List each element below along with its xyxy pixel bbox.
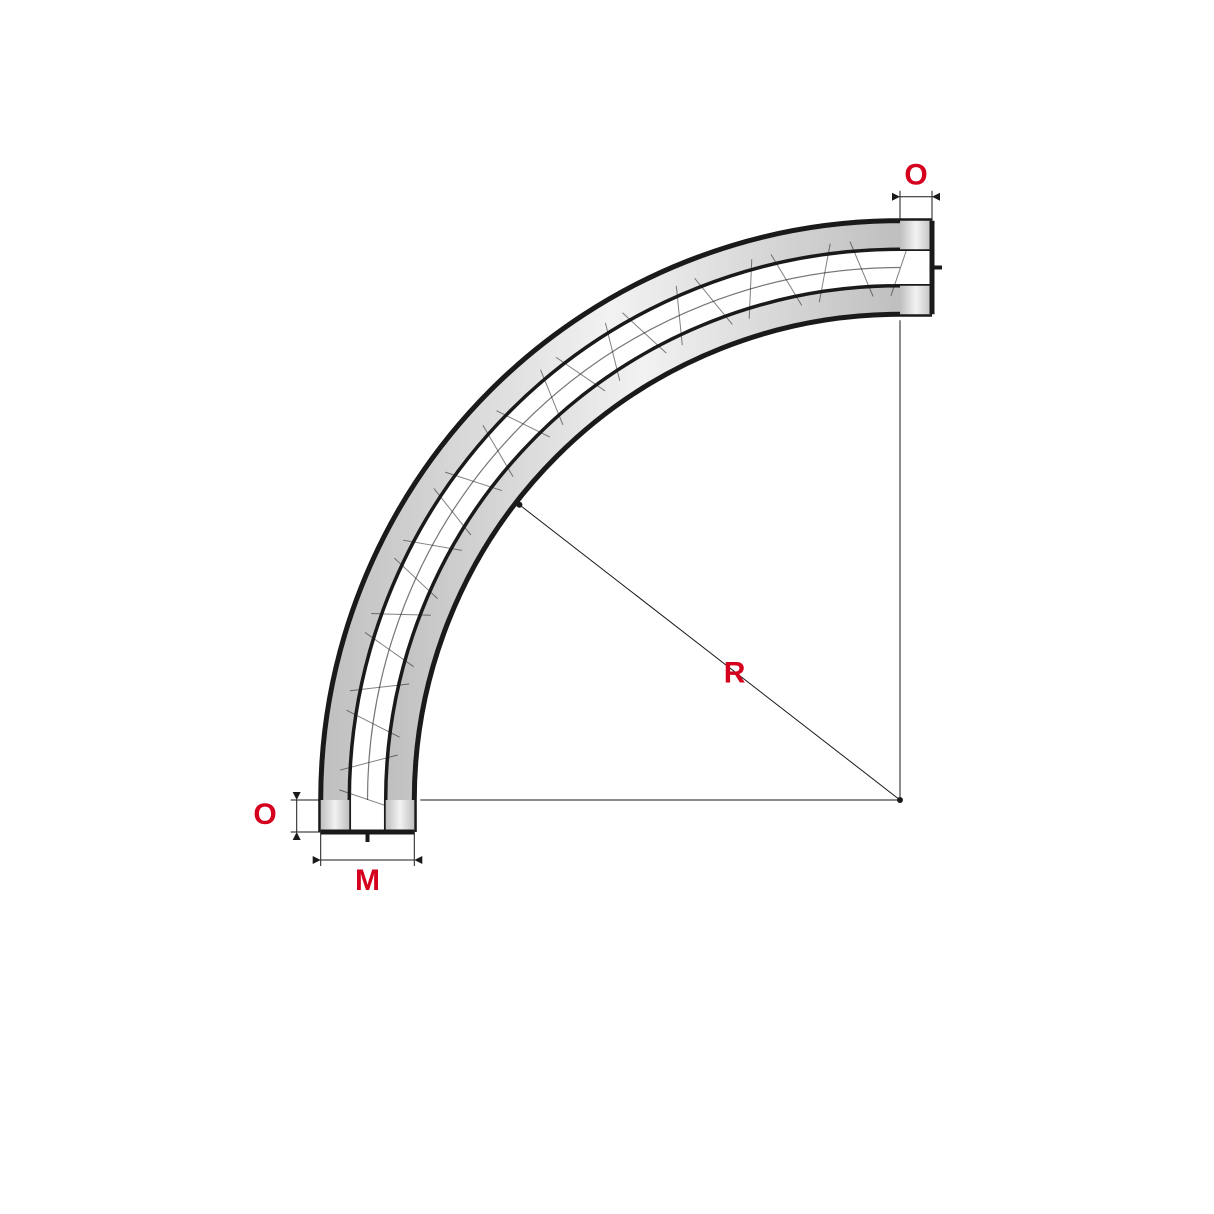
arrowhead <box>414 856 422 864</box>
arrowhead <box>293 792 301 800</box>
arrowhead <box>293 832 301 840</box>
label-R: R <box>724 656 746 689</box>
arrowhead <box>313 856 321 864</box>
chord-edge <box>349 249 900 800</box>
overhang-fill <box>386 800 415 832</box>
label-O1: O <box>253 798 276 831</box>
overhang-fill <box>321 800 350 832</box>
radius-line <box>519 505 900 800</box>
arrowhead <box>892 193 900 201</box>
label-O2: O <box>904 159 927 192</box>
inner-chord-fill <box>386 286 900 800</box>
center-line <box>368 268 901 801</box>
chord-edge <box>414 314 900 800</box>
overhang-fill <box>900 286 932 315</box>
label-M: M <box>355 864 380 897</box>
arrowhead <box>932 193 940 201</box>
truss-arc-diagram: R M O O <box>0 0 1214 1214</box>
radius-end-dot <box>516 502 522 508</box>
overhang-fill <box>900 221 932 250</box>
